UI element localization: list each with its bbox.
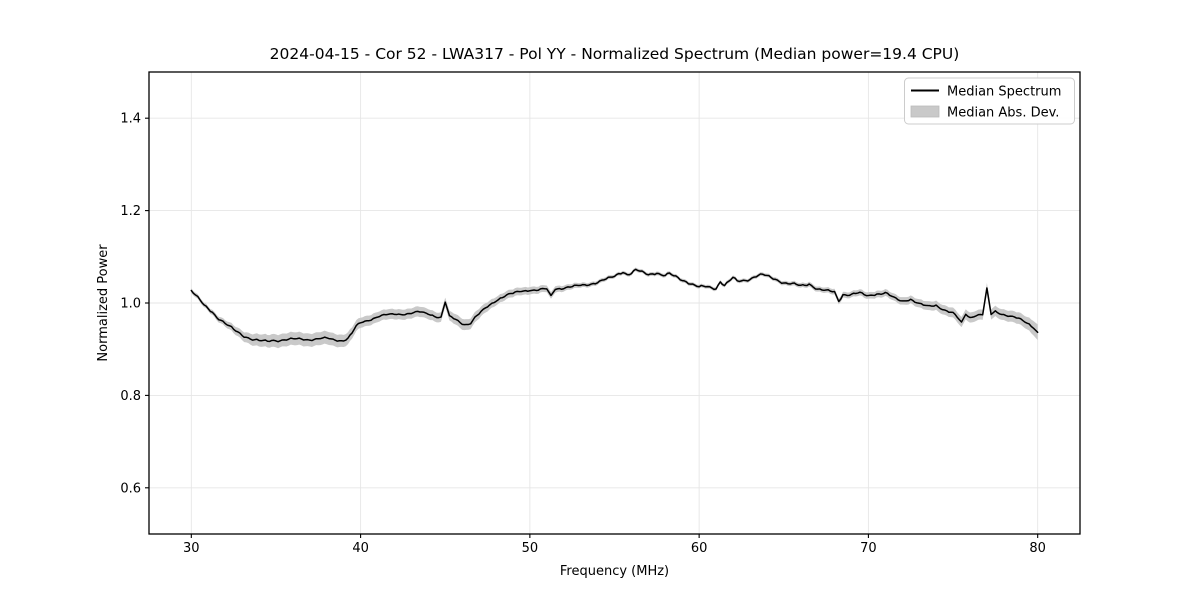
xtick-label-60: 60 xyxy=(691,541,708,556)
tick-layer: 30 40 50 60 70 80 0.6 0.8 1.0 1.2 1.4 xyxy=(120,112,1046,556)
legend-patch-sample xyxy=(910,105,940,118)
x-axis-label: Frequency (MHz) xyxy=(560,564,669,579)
legend-label-median-spectrum: Median Spectrum xyxy=(947,85,1061,100)
ytick-label-1.4: 1.4 xyxy=(120,112,141,127)
y-axis-label: Normalized Power xyxy=(96,244,111,362)
legend: Median Spectrum Median Abs. Dev. xyxy=(904,77,1075,125)
chart-title: 2024-04-15 - Cor 52 - LWA317 - Pol YY - … xyxy=(270,45,960,63)
xtick-label-70: 70 xyxy=(860,541,877,556)
xtick-label-40: 40 xyxy=(352,541,369,556)
ytick-label-1: 1.0 xyxy=(120,297,141,312)
ytick-label-0.6: 0.6 xyxy=(120,481,141,496)
xtick-label-30: 30 xyxy=(183,541,200,556)
ytick-label-1.2: 1.2 xyxy=(120,204,141,219)
xtick-label-80: 80 xyxy=(1029,541,1046,556)
mad-band-layer xyxy=(191,267,1038,349)
ytick-label-0.8: 0.8 xyxy=(120,389,141,404)
legend-box xyxy=(904,77,1075,125)
median-spectrum-line xyxy=(190,268,1039,343)
spectrum-line-layer xyxy=(190,268,1039,343)
mad-band xyxy=(191,267,1038,349)
legend-label-median-abs-dev: Median Abs. Dev. xyxy=(947,106,1059,121)
xtick-label-50: 50 xyxy=(522,541,539,556)
